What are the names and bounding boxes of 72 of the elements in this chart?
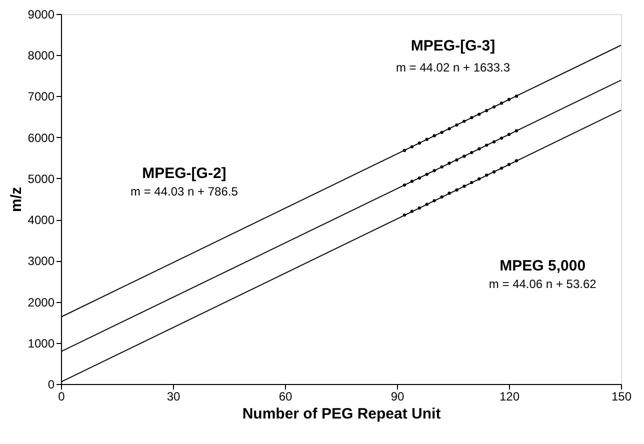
point: [470, 116, 474, 120]
point: [418, 206, 421, 210]
point: [500, 102, 504, 105]
point: [410, 145, 414, 148]
point: [418, 142, 421, 145]
point: [485, 109, 488, 112]
y-axis-title: m/z: [8, 186, 25, 212]
point: [462, 184, 466, 188]
x-tick-label: 30: [166, 390, 180, 404]
annotation: MPEG-[G-2]: [142, 165, 226, 182]
y-tick-label: 7000: [28, 90, 55, 104]
y-tick-label: 6000: [28, 130, 55, 145]
point: [440, 165, 444, 169]
y-tick-label: 9000: [28, 8, 55, 22]
point: [470, 180, 474, 184]
point: [402, 148, 406, 152]
annotation: m = 44.02 n + 1633.3: [396, 60, 510, 75]
point: [440, 130, 444, 134]
y-tick-label: 8000: [28, 48, 55, 63]
annotation: m = 44.03 n + 786.5: [130, 184, 238, 199]
y-tick-label: 1000: [28, 336, 55, 350]
point: [485, 144, 488, 147]
point: [418, 176, 421, 180]
point: [432, 169, 436, 172]
x-axis-title: Number of PEG Repeat Unit: [242, 406, 441, 422]
point: [478, 177, 481, 180]
point: [448, 162, 451, 165]
point: [492, 170, 496, 174]
point: [478, 112, 481, 116]
annotation: MPEG-[G-3]: [410, 37, 496, 54]
point: [485, 174, 488, 177]
point: [492, 140, 496, 144]
point: [425, 138, 428, 141]
point: [410, 180, 414, 183]
point: [514, 129, 518, 132]
point: [514, 159, 518, 162]
y-tick-label: 3000: [28, 254, 55, 268]
point: [507, 98, 511, 102]
point: [455, 188, 458, 192]
point: [500, 136, 504, 140]
x-tick-label: 0: [58, 390, 66, 404]
point: [402, 213, 406, 217]
point: [462, 120, 466, 123]
point: [440, 195, 444, 199]
point: [402, 183, 406, 187]
point: [507, 162, 511, 166]
point: [514, 94, 518, 98]
point: [448, 192, 451, 195]
annotation: m = 44.06 n + 53.62: [488, 277, 597, 292]
point: [507, 132, 511, 136]
point: [425, 172, 428, 176]
point: [425, 202, 428, 206]
y-tick-label: 5000: [28, 172, 55, 186]
x-tick-label: 60: [278, 390, 292, 404]
point: [455, 123, 458, 127]
y-tick-label: 4000: [28, 213, 55, 228]
x-tick-label: 120: [499, 390, 520, 404]
point: [448, 127, 451, 130]
point: [500, 166, 504, 170]
point: [462, 154, 466, 158]
point: [470, 150, 474, 154]
point: [478, 147, 481, 150]
x-tick-label: 150: [611, 390, 632, 404]
y-tick-label: 0: [48, 378, 55, 392]
point: [410, 210, 414, 213]
y-tick-label: 2000: [28, 295, 55, 310]
point: [455, 158, 458, 162]
point: [492, 105, 496, 108]
x-tick-label: 90: [390, 390, 404, 404]
point: [432, 134, 436, 138]
annotation: MPEG 5,000: [500, 258, 586, 275]
point: [432, 199, 436, 202]
